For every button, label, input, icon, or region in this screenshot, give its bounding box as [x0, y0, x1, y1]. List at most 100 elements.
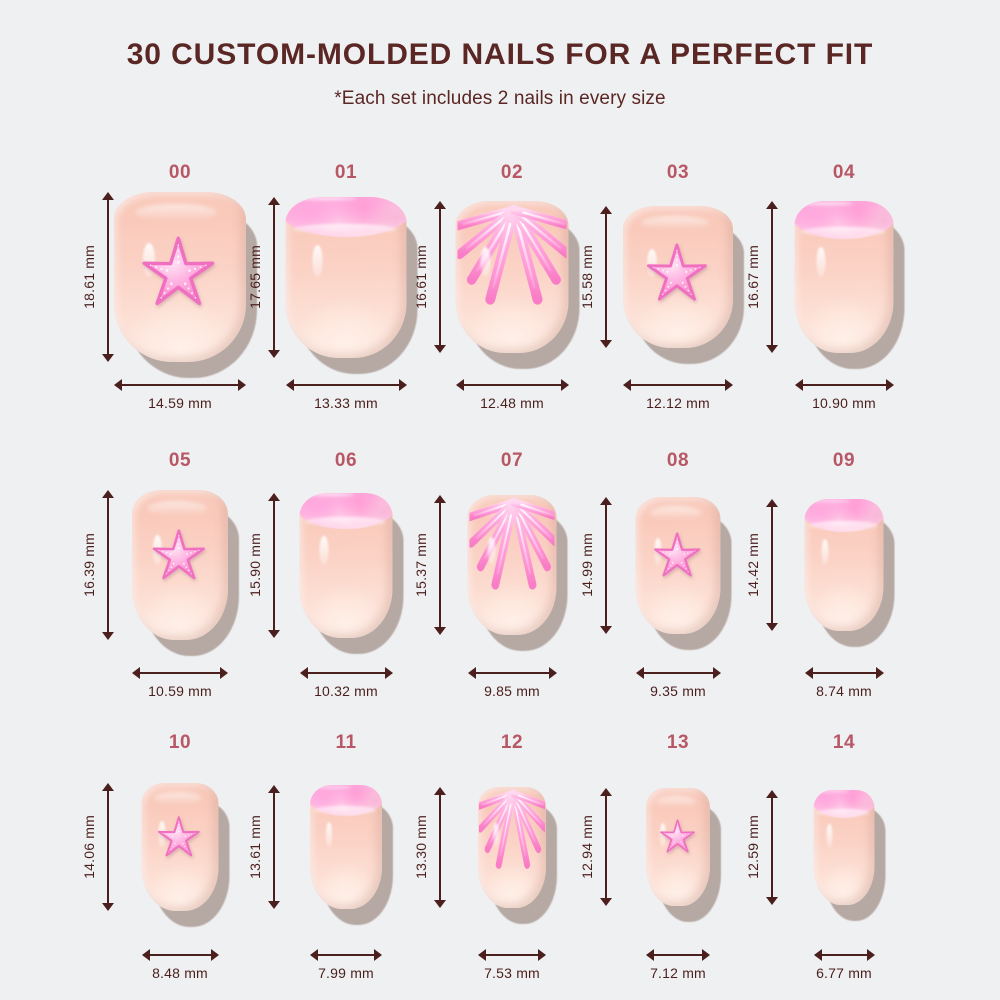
width-dimension: 12.12 mm: [578, 378, 778, 411]
french-tip-sheen: [811, 499, 851, 503]
nail-gloss-highlight: [153, 791, 202, 805]
height-value: 18.61 mm: [81, 245, 97, 309]
width-arrow: [623, 378, 733, 391]
nail-body: [478, 786, 546, 908]
nail-cell-12[interactable]: 12 13.30 mm 7.53 mm: [412, 720, 612, 990]
starfish-charm: [659, 818, 696, 861]
nail-cell-03[interactable]: 03 15.58 mm 12.12 mm: [578, 150, 778, 420]
nail-image-french-tip: [246, 760, 446, 950]
nail-size-label: 08: [666, 450, 690, 471]
width-arrow: [467, 666, 557, 679]
nail-cell-05[interactable]: 05 16.39 mm 10.59 mm: [80, 438, 280, 708]
nail-body: [635, 496, 721, 634]
nail-image-shell: [412, 478, 612, 668]
nail-body: [804, 499, 884, 631]
height-dimension: 15.37 mm: [413, 495, 446, 635]
height-arrow: [599, 788, 612, 906]
shell-design: [455, 203, 569, 353]
nail-size-label: 00: [168, 162, 192, 183]
height-value: 14.42 mm: [745, 533, 761, 597]
nail-gloss-highlight: [649, 506, 702, 520]
nail-cell-04[interactable]: 04 16.67 mm 10.90 mm: [744, 150, 944, 420]
width-arrow: [813, 948, 875, 961]
nail-size-label: 09: [832, 450, 856, 471]
nail-image-starfish: [578, 190, 778, 380]
width-value: 10.59 mm: [148, 683, 212, 699]
width-dimension: 14.59 mm: [80, 378, 280, 411]
width-dimension: 10.59 mm: [80, 666, 280, 699]
width-arrow: [310, 948, 382, 961]
height-arrow: [101, 192, 114, 362]
nail-image-french-tip: [246, 190, 446, 380]
starfish-charm: [157, 816, 202, 866]
width-value: 7.53 mm: [484, 965, 540, 981]
nail-cell-10[interactable]: 10 14.06 mm 8.48 mm: [80, 720, 280, 990]
french-tip-sheen: [316, 785, 353, 788]
height-arrow: [101, 490, 114, 640]
nail-body: [794, 201, 894, 353]
nail-image-shell: [412, 760, 612, 950]
nail-body: [467, 495, 557, 635]
french-tip-band: [310, 785, 382, 816]
nail-body: [114, 192, 246, 362]
height-arrow: [765, 789, 778, 905]
width-arrow: [114, 378, 246, 391]
height-arrow: [267, 785, 280, 909]
starfish-icon: [646, 243, 707, 301]
nail-cell-09[interactable]: 09 14.42 mm 8.74 mm: [744, 438, 944, 708]
nail-size-label: 12: [500, 732, 524, 753]
nail-body: [455, 201, 569, 353]
width-dimension: 9.35 mm: [578, 666, 778, 699]
width-value: 10.90 mm: [812, 395, 876, 411]
height-value: 16.39 mm: [81, 533, 97, 597]
height-dimension: 16.67 mm: [745, 201, 778, 353]
nail-shine-streak: [143, 243, 155, 277]
width-arrow: [299, 666, 393, 679]
starfish-icon: [152, 529, 206, 580]
width-value: 9.35 mm: [650, 683, 706, 699]
nail-size-label: 14: [832, 732, 856, 753]
nail-shine-streak: [816, 246, 826, 277]
width-dimension: 7.12 mm: [578, 948, 778, 981]
nail-cell-01[interactable]: 01 17.65 mm 13.33 mm: [246, 150, 446, 420]
nail-cell-14[interactable]: 14 12.59 mm 6.77 mm: [744, 720, 944, 990]
nail-size-label: 11: [335, 732, 357, 753]
width-value: 7.99 mm: [318, 965, 374, 981]
french-tip-sheen: [818, 789, 850, 793]
width-arrow: [635, 666, 721, 679]
starfish-charm: [151, 529, 207, 590]
height-arrow: [101, 783, 114, 911]
height-arrow: [433, 201, 446, 353]
height-dimension: 14.42 mm: [745, 499, 778, 631]
nail-cell-00[interactable]: 00 18.61 mm 14.59 mm: [80, 150, 280, 420]
nail-size-label: 01: [334, 162, 358, 183]
height-dimension: 16.61 mm: [413, 201, 446, 353]
nail-cell-13[interactable]: 13 12.94 mm 7.12 mm: [578, 720, 778, 990]
nail-image-french-tip: [744, 760, 944, 950]
nail-shine-streak: [325, 822, 333, 847]
header: 30 CUSTOM-MOLDED NAILS FOR A PERFECT FIT…: [0, 0, 1000, 110]
nail-body: [310, 785, 382, 909]
nail-image-starfish: [80, 478, 280, 668]
height-dimension: 14.99 mm: [579, 496, 612, 634]
nail-body: [299, 492, 393, 638]
nail-cell-11[interactable]: 11 13.61 mm 7.99 mm: [246, 720, 446, 990]
nail-cell-06[interactable]: 06 15.90 mm 10.32 mm: [246, 438, 446, 708]
width-dimension: 12.48 mm: [412, 378, 612, 411]
nail-image-starfish: [578, 478, 778, 668]
starfish-charm: [645, 243, 709, 312]
width-arrow: [804, 666, 884, 679]
starfish-charm: [140, 236, 217, 318]
nail-cell-02[interactable]: 02 16.61 mm 12.48 mm: [412, 150, 612, 420]
nail-cell-07[interactable]: 07 15.37 mm 9.85 mm: [412, 438, 612, 708]
height-arrow: [599, 206, 612, 348]
french-tip-sheen: [296, 197, 357, 201]
french-tip-sheen: [803, 201, 853, 205]
nail-shine-streak: [319, 536, 329, 565]
nail-cell-08[interactable]: 08 14.99 mm 9.35 mm: [578, 438, 778, 708]
height-arrow: [765, 201, 778, 353]
nail-body: [141, 783, 219, 911]
height-dimension: 13.61 mm: [247, 785, 280, 909]
height-dimension: 12.59 mm: [745, 789, 778, 905]
width-value: 8.74 mm: [816, 683, 872, 699]
